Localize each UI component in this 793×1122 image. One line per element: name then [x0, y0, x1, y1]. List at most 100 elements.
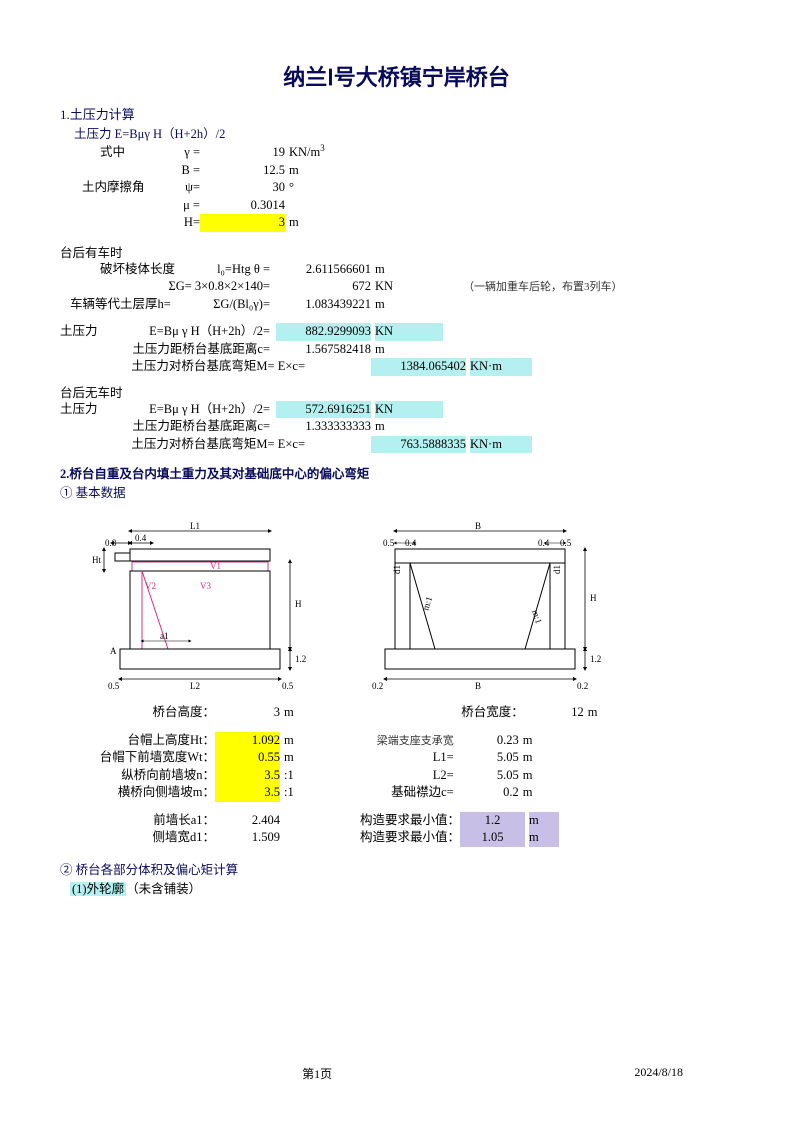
sg-lbl: ΣG= 3×0.8×2×140=	[135, 278, 270, 296]
row-c1: 土压力距桥台基底距离c= 1.567582418 m	[60, 341, 733, 359]
dA-H: H	[295, 599, 302, 609]
gamma-unit: KN/m3	[289, 142, 325, 162]
L2-val: 5.05	[454, 767, 519, 785]
dB-m1b: m:1	[530, 609, 544, 625]
Ht-unit: m	[284, 732, 294, 750]
m1-unit: KN·m	[470, 358, 532, 376]
m1-lbl: 土压力对桥台基底弯矩M= E×c=	[90, 358, 305, 376]
n-unit: :1	[284, 767, 294, 785]
c1-lbl: 土压力距桥台基底距离c=	[115, 341, 270, 359]
cb-val: 0.2	[454, 784, 519, 802]
dA-V1: V1	[210, 561, 221, 571]
dA-V3: V3	[200, 581, 211, 591]
phi-pre: 土内摩擦角	[82, 179, 170, 197]
s2b-subrow: (1)外轮廓（未含铺装）	[60, 878, 733, 897]
s1-head: 1.土压力计算	[60, 104, 733, 123]
page-number: 第1页	[0, 1065, 634, 1082]
row-gamma: 式中 γ = 19 KN/m3	[60, 142, 733, 162]
w-unit: m	[588, 704, 598, 722]
min1-val: 1.2	[460, 812, 525, 830]
s2-sub: ① 基本数据	[60, 482, 733, 501]
dA-L1: L1	[190, 521, 200, 531]
s2b-sub: (1)外轮廓	[70, 882, 126, 896]
footer: 第1页 2024/8/18	[0, 1065, 793, 1082]
E2-lbl: E=Bμ γ H（H+2h）/2=	[115, 401, 270, 419]
L1-lbl: L1=	[354, 749, 454, 767]
m2-val: 763.5888335	[371, 436, 466, 454]
phi-val: 30	[200, 179, 285, 197]
w-val: 12	[524, 704, 584, 722]
row-B: B = 12.5 m	[60, 162, 733, 180]
min2-lbl: 构造要求最小值：	[345, 829, 460, 847]
L2-unit: m	[523, 767, 533, 785]
n-val: 3.5	[215, 767, 280, 785]
dA-Ht: Ht	[92, 555, 101, 565]
l0-sym: l₀=Htg θ =	[200, 261, 270, 279]
cb-unit: m	[523, 784, 533, 802]
row-mu: μ = 0.3014	[60, 197, 733, 215]
H-lbl: H=	[170, 214, 200, 232]
Wt-unit: m	[284, 749, 294, 767]
d1-lbl: 侧墙宽d1：	[60, 829, 215, 847]
sg-val: 672	[276, 278, 371, 296]
row-phi: 土内摩擦角 ψ= 30 °	[60, 179, 733, 197]
row-a1: 前墙长a1： 2.404 构造要求最小值： 1.2 m	[60, 812, 733, 830]
dB-d1b: d1	[552, 565, 562, 574]
s2b-note: （未含铺装）	[126, 882, 201, 896]
E2-unit: KN	[375, 401, 443, 419]
B-lbl: B =	[170, 162, 200, 180]
gamma-lbl: γ =	[170, 144, 200, 162]
m2-lbl: 土压力对桥台基底弯矩M= E×c=	[90, 436, 305, 454]
E1-lbl: E=Bμ γ H（H+2h）/2=	[115, 323, 270, 341]
h-sym: ΣG/(Bl₀γ)=	[195, 296, 270, 314]
Wt-lbl: 台帽下前墙宽度Wt：	[60, 749, 215, 767]
dA-a1: a1	[160, 631, 169, 641]
dA-08: 0.8	[105, 538, 117, 548]
phi-lbl: ψ=	[170, 179, 200, 197]
row-H: H= 3 m	[60, 214, 733, 232]
row-m2: 土压力对桥台基底弯矩M= E×c= 763.5888335 KN·m	[60, 436, 733, 454]
dB-02b: 0.2	[577, 681, 588, 691]
L1-unit: m	[523, 749, 533, 767]
row-Wt: 台帽下前墙宽度Wt： 0.55 m L1= 5.05 m	[60, 749, 733, 767]
dA-V2: V2	[145, 581, 156, 591]
H-unit: m	[289, 214, 299, 232]
row-d1: 侧墙宽d1： 1.509 构造要求最小值： 1.05 m	[60, 829, 733, 847]
diagram-b: B 0.5 0.4 0.4 0.5 d1 d1 m:1 m:1	[360, 519, 610, 694]
l0-val: 2.611566601	[276, 261, 371, 279]
dA-L2: L2	[190, 681, 200, 691]
min2-unit: m	[529, 829, 559, 847]
row-m: 横桥向侧墙坡m： 3.5 :1 基础襟边c= 0.2 m	[60, 784, 733, 802]
row-E2: 土压力 E=Bμ γ H（H+2h）/2= 572.6916251 KN	[60, 401, 733, 419]
row-m1: 土压力对桥台基底弯矩M= E×c= 1384.065402 KN·m	[60, 358, 733, 376]
dA-04: 0.4	[135, 533, 147, 543]
c1-unit: m	[375, 341, 385, 359]
diagram-a: L1 0.8 0.4 V1 V2 V3 a1 A	[90, 519, 320, 694]
h-lbl: 桥台高度：	[135, 704, 215, 722]
a1-val: 2.404	[215, 812, 280, 830]
zc-lbl: 梁端支座支承宽	[354, 734, 454, 749]
E2-val: 572.6916251	[276, 401, 371, 419]
nocar-head: 台后无车时	[60, 382, 733, 401]
dB-Btop: B	[475, 521, 481, 531]
mu-lbl: μ =	[170, 197, 200, 215]
m1-val: 1384.065402	[371, 358, 466, 376]
c2-val: 1.333333333	[276, 418, 371, 436]
row-l0: 破坏棱体长度 l₀=Htg θ = 2.611566601 m	[60, 261, 733, 279]
H-val: 3	[200, 214, 285, 232]
s2-head: 2.桥台自重及台内填土重力及其对基础底中心的偏心弯矩	[60, 463, 733, 482]
dA-05b: 0.5	[282, 681, 294, 691]
s1-formula: 土压力 E=Bμγ H（H+2h）/2	[74, 123, 733, 142]
m-lbl: 横桥向侧墙坡m：	[60, 784, 215, 802]
dB-B: B	[475, 681, 481, 691]
min1-lbl: 构造要求最小值：	[345, 812, 460, 830]
l0-unit: m	[375, 261, 385, 279]
s1car-head: 台后有车时	[60, 242, 733, 261]
c1-val: 1.567582418	[276, 341, 371, 359]
dB-12: 1.2	[590, 654, 601, 664]
E1-unit: KN	[375, 323, 443, 341]
E1-val: 882.9299093	[276, 323, 371, 341]
E2-head: 土压力	[60, 401, 115, 419]
h-unit: m	[284, 704, 294, 722]
E1-head: 土压力	[60, 323, 115, 341]
